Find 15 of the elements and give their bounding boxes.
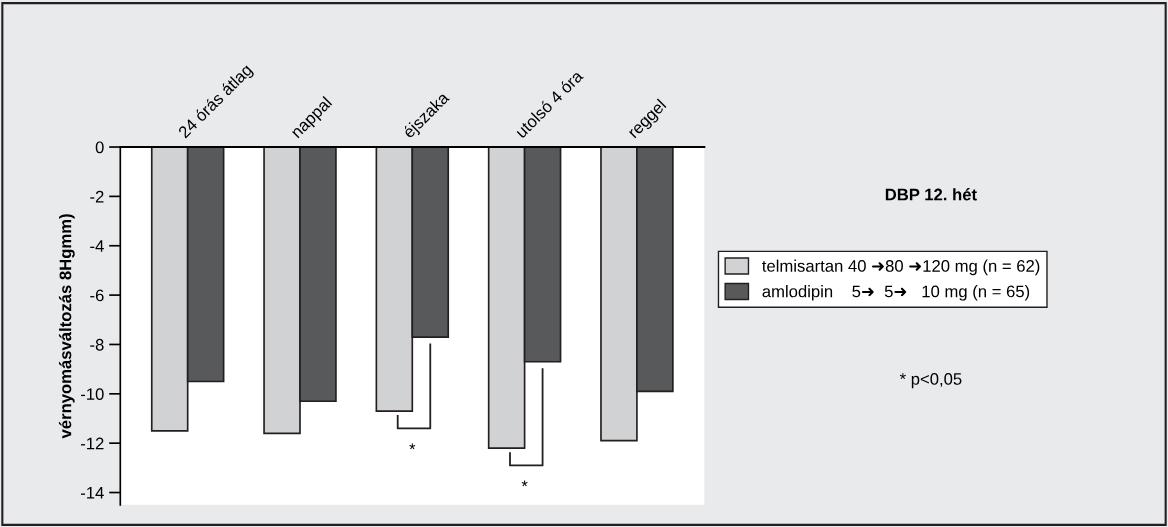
y-tick-label: 0 — [95, 141, 104, 154]
annotation: * — [409, 443, 416, 450]
y-tick-label: -8 — [90, 338, 104, 351]
y-tick-label: -10 — [80, 388, 104, 401]
y-tick-label: -14 — [80, 487, 104, 499]
y-tick-label: -2 — [90, 190, 104, 203]
y-tick-label: -4 — [90, 240, 104, 252]
legend-label: telmisartan 40 ➜80 ➜120 mg (n = 62) — [762, 259, 1040, 276]
y-tick-label: -12 — [80, 437, 104, 450]
text: * p<0,05 — [899, 373, 962, 389]
annotation: * — [521, 480, 528, 487]
y-axis-title: vérnyomásváltozás 8Hgmm) — [58, 214, 75, 439]
y-tick-label: -6 — [90, 289, 104, 302]
legend-label: amlodipin 5➜ 5➜ 10 mg (n = 65) — [762, 285, 1030, 301]
text: DBP 12. hét — [885, 188, 977, 201]
